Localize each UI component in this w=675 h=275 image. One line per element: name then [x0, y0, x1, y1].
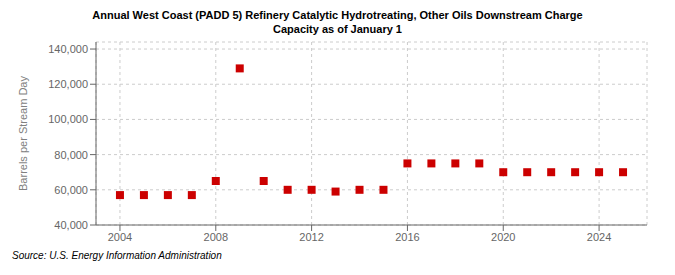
svg-text:2024: 2024 — [587, 231, 611, 243]
svg-text:2008: 2008 — [204, 231, 228, 243]
svg-text:60,000: 60,000 — [54, 184, 88, 196]
html-text:Source: U.S. Energy Informatio: Source: U.S. Energy Information Administ… — [12, 250, 222, 261]
svg-text:40,000: 40,000 — [54, 219, 88, 231]
svg-text:2020: 2020 — [491, 231, 515, 243]
svg-text:140,000: 140,000 — [48, 43, 88, 55]
svg-text:2004: 2004 — [108, 231, 132, 243]
svg-text:Barrels per Stream Day: Barrels per Stream Day — [17, 76, 29, 191]
html-text:Annual West Coast (PADD 5) Ref: Annual West Coast (PADD 5) Refinery Cata… — [92, 9, 583, 21]
svg-text:2016: 2016 — [395, 231, 419, 243]
svg-text:80,000: 80,000 — [54, 149, 88, 161]
svg-text:120,000: 120,000 — [48, 78, 88, 90]
html-text:Capacity as of January 1: Capacity as of January 1 — [273, 23, 402, 35]
svg-text:2012: 2012 — [299, 231, 323, 243]
svg-text:100,000: 100,000 — [48, 113, 88, 125]
